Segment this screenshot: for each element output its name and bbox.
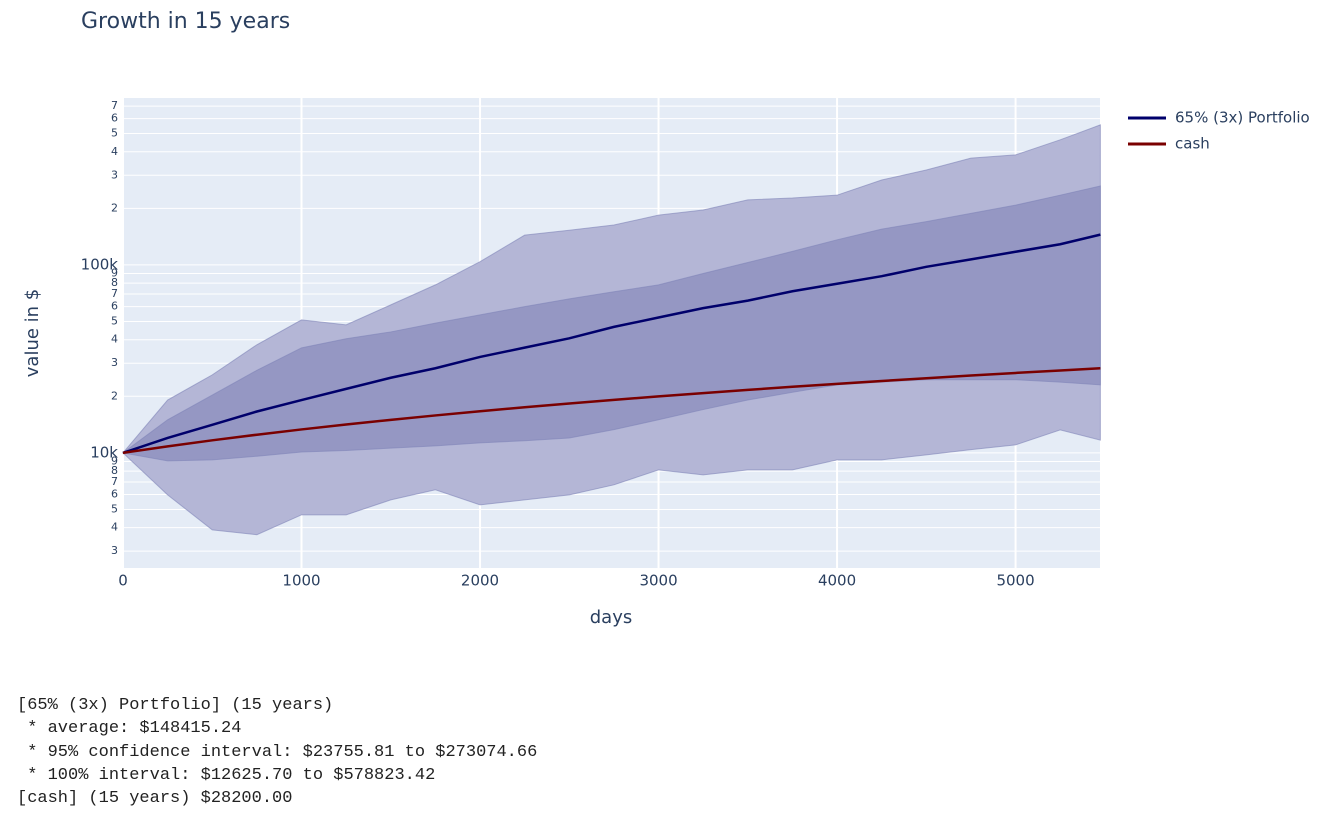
y-tick-label: 9 (111, 454, 118, 467)
y-tick-label: 4 (111, 145, 118, 158)
output-line: * 95% confidence interval: $23755.81 to … (17, 742, 538, 762)
y-tick-label: 5 (111, 127, 118, 140)
y-tick-label: 3 (111, 356, 118, 369)
y-tick-label: 6 (111, 300, 118, 313)
series-line (122, 366, 1101, 455)
output-line: * 100% interval: $12625.70 to $578823.42 (17, 765, 436, 785)
band (121, 185, 1101, 462)
output-line: * average: $148415.24 (17, 719, 242, 739)
x-tick-label: 5000 (996, 572, 1034, 590)
y-tick-label: 7 (111, 99, 118, 112)
series-line (122, 233, 1101, 455)
chart: Growth in 15 years days value in $ 34567… (22, 9, 1310, 628)
y-tick-label: 5 (111, 315, 118, 328)
y-tick-label: 9 (111, 267, 118, 280)
y-tick-label: 7 (111, 287, 118, 300)
y-tick-label: 8 (111, 276, 118, 289)
y-tick-label: 4 (111, 521, 118, 534)
x-tick-label: 3000 (639, 572, 677, 590)
chart-title: Growth in 15 years (81, 9, 290, 34)
output-text: [65% (3x) Portfolio] (15 years) * averag… (17, 694, 537, 810)
output-line: [65% (3x) Portfolio] (15 years) (17, 696, 334, 715)
output-line: [cash] (15 years) $28200.00 (17, 789, 293, 809)
x-tick-label: 4000 (818, 572, 856, 590)
x-tick-label: 1000 (282, 572, 320, 590)
y-tick-label: 8 (111, 464, 118, 477)
y-tick-label: 6 (111, 488, 118, 501)
y-tick-label: 5 (111, 502, 118, 515)
x-axis-label: days (590, 607, 633, 628)
y-tick-label: 4 (111, 333, 118, 346)
y-tick-label: 3 (111, 544, 118, 557)
y-tick-label: 2 (111, 389, 118, 402)
y-axis-label: value in $ (22, 289, 43, 377)
y-tick-label: 2 (111, 201, 118, 214)
y-tick-label: 7 (111, 475, 118, 488)
legend-label: cash (1175, 135, 1210, 153)
y-tick-label: 6 (111, 112, 118, 125)
y-tick-label: 3 (111, 168, 118, 181)
x-tick-label: 0 (118, 572, 128, 590)
legend-label: 65% (3x) Portfolio (1175, 109, 1310, 127)
y-tick-label: 100k (81, 255, 119, 273)
y-tick-label: 10k (90, 443, 118, 461)
x-tick-label: 2000 (461, 572, 499, 590)
